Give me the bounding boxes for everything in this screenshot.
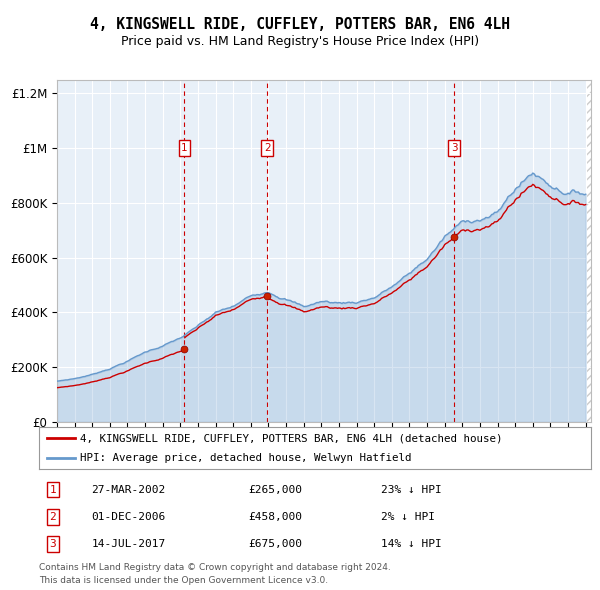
Text: 3: 3 (49, 539, 56, 549)
Text: £675,000: £675,000 (249, 539, 303, 549)
Text: 01-DEC-2006: 01-DEC-2006 (91, 512, 166, 522)
Text: 14-JUL-2017: 14-JUL-2017 (91, 539, 166, 549)
Text: Contains HM Land Registry data © Crown copyright and database right 2024.: Contains HM Land Registry data © Crown c… (39, 563, 391, 572)
Text: 27-MAR-2002: 27-MAR-2002 (91, 485, 166, 494)
Text: 2% ↓ HPI: 2% ↓ HPI (381, 512, 435, 522)
Text: Price paid vs. HM Land Registry's House Price Index (HPI): Price paid vs. HM Land Registry's House … (121, 35, 479, 48)
Text: 1: 1 (181, 143, 188, 153)
Text: £265,000: £265,000 (249, 485, 303, 494)
Text: 4, KINGSWELL RIDE, CUFFLEY, POTTERS BAR, EN6 4LH: 4, KINGSWELL RIDE, CUFFLEY, POTTERS BAR,… (90, 17, 510, 32)
Text: 2: 2 (264, 143, 271, 153)
Text: This data is licensed under the Open Government Licence v3.0.: This data is licensed under the Open Gov… (39, 576, 328, 585)
Text: £458,000: £458,000 (249, 512, 303, 522)
Text: 2: 2 (49, 512, 56, 522)
Text: 4, KINGSWELL RIDE, CUFFLEY, POTTERS BAR, EN6 4LH (detached house): 4, KINGSWELL RIDE, CUFFLEY, POTTERS BAR,… (80, 433, 503, 443)
Text: 14% ↓ HPI: 14% ↓ HPI (381, 539, 442, 549)
Text: 3: 3 (451, 143, 458, 153)
Bar (586, 80, 600, 422)
Text: HPI: Average price, detached house, Welwyn Hatfield: HPI: Average price, detached house, Welw… (80, 454, 412, 463)
Text: 23% ↓ HPI: 23% ↓ HPI (381, 485, 442, 494)
Text: 1: 1 (49, 485, 56, 494)
